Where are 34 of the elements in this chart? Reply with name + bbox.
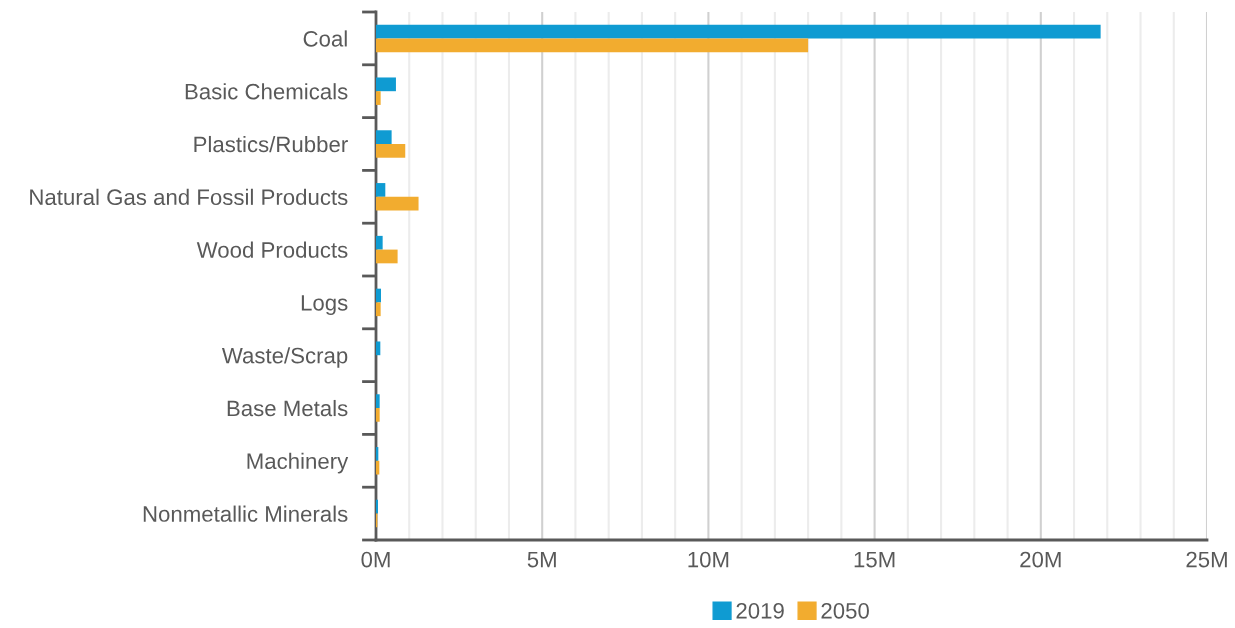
- bar: [376, 38, 809, 53]
- bar: [376, 249, 398, 264]
- x-tick-label: 0M: [361, 551, 390, 568]
- bar: [376, 24, 1101, 39]
- bar: [376, 77, 396, 92]
- y-tick-label: Plastics/Rubber: [194, 135, 348, 153]
- y-tick-label: Nonmetallic Minerals: [143, 505, 348, 522]
- x-tick-label: 20M: [1020, 551, 1061, 568]
- y-tick-label: Basic Chemicals: [185, 83, 348, 100]
- bar: [376, 302, 381, 317]
- bar: [376, 183, 386, 197]
- bar: [376, 341, 381, 356]
- y-tick-label: Wood Products: [196, 241, 348, 258]
- bar: [376, 235, 383, 250]
- x-tick-label: 5M: [527, 551, 556, 568]
- bar: [376, 288, 381, 303]
- y-tick-label: Base Metals: [227, 399, 348, 417]
- y-tick-label: Coal: [303, 30, 347, 47]
- bar: [376, 144, 406, 158]
- bar: [376, 196, 419, 211]
- bar: [376, 91, 381, 105]
- legend-label: 2019: [736, 602, 784, 619]
- x-tick-label: 15M: [854, 551, 895, 568]
- bar: [376, 460, 380, 475]
- bar: [376, 394, 380, 408]
- legend-label: 2050: [821, 602, 869, 619]
- y-tick-label: Logs: [301, 295, 348, 316]
- x-tick-label: 10M: [688, 551, 729, 568]
- y-tick-label: Natural Gas and Fossil Products: [30, 188, 348, 206]
- bar: [376, 408, 380, 422]
- x-tick-label: 25M: [1186, 551, 1227, 568]
- y-tick-label: Machinery: [247, 452, 349, 474]
- y-tick-label: Waste/Scrap: [221, 347, 348, 368]
- bar: [376, 130, 392, 144]
